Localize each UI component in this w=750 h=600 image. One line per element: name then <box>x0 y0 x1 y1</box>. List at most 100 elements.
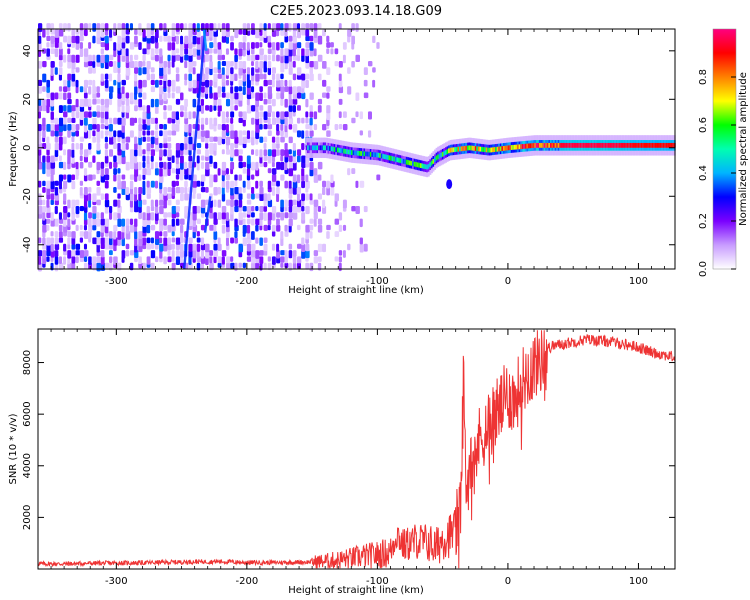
spectrogram-cell <box>246 86 251 95</box>
spectrogram-ridge-core <box>612 142 615 148</box>
snr-y-axis-label: SNR (10 * v/v) <box>8 413 19 484</box>
spectrogram-cell <box>288 136 293 144</box>
spectrogram-cell <box>104 193 109 201</box>
spectrogram-cell <box>96 130 101 139</box>
spectrogram-cell <box>205 149 209 157</box>
spectrogram-cell <box>338 262 342 272</box>
spectrogram-cell <box>213 73 218 82</box>
spectrogram-ridge-core <box>521 144 524 149</box>
spectrogram-cell <box>163 256 167 265</box>
spectrogram-cell <box>154 256 159 263</box>
spectrogram-cell <box>317 193 322 200</box>
spectrogram-cell <box>121 155 126 165</box>
spectrogram-cell <box>154 180 159 189</box>
spectrogram-cell <box>50 243 54 252</box>
spectrogram-cell <box>280 61 284 70</box>
spectrogram-cell <box>205 168 210 177</box>
spectrogram-ridge-core <box>596 142 599 148</box>
spectrogram-cell <box>267 98 272 105</box>
spectrogram-cell <box>271 205 277 214</box>
spectrogram-cell <box>142 149 146 155</box>
spectrogram-ridge-core <box>659 142 662 148</box>
spectrogram-cell <box>267 149 272 157</box>
spectrogram-cell <box>163 142 168 149</box>
spectrogram-ridge-core <box>665 142 668 148</box>
spectrogram-cell <box>75 29 80 35</box>
spectrogram-cell <box>75 168 80 177</box>
spectrogram-cell <box>313 218 317 227</box>
spectrogram-cell <box>92 130 96 137</box>
spectrogram-cell <box>117 35 122 45</box>
spectrogram-cell <box>259 149 263 158</box>
spectrogram-ridge-core <box>327 145 330 151</box>
spectrogram-cell <box>54 136 59 143</box>
spectrogram-cell <box>192 61 197 67</box>
spectrogram-cell <box>129 199 134 208</box>
spectrogram-cell <box>334 61 339 67</box>
spectrogram-cell <box>159 168 163 177</box>
spectrogram-cell <box>296 42 302 49</box>
spectrogram-cell <box>338 212 343 221</box>
spectrogram-cell <box>355 111 359 118</box>
spectrogram-ridge-core <box>390 155 393 161</box>
snr-y-tick-label: 4000 <box>22 453 33 478</box>
spectrogram-cell <box>175 98 181 105</box>
spectrogram-ridge-core <box>429 162 432 168</box>
spectrogram-cell <box>63 180 68 190</box>
spectrogram-ridge-core <box>481 146 484 152</box>
spectrogram-cell <box>192 250 197 259</box>
spectrogram-cell <box>255 29 260 39</box>
spectrogram-cell <box>142 161 146 168</box>
spectrogram-cell <box>188 237 193 244</box>
spectrogram-cell <box>188 256 192 265</box>
spectrogram-ridge-core <box>316 145 319 151</box>
spectrogram-cell <box>271 187 276 196</box>
spectrogram-cell <box>104 23 109 32</box>
spectrogram-cell <box>113 61 117 69</box>
spectrogram-cell <box>209 105 213 112</box>
spectrogram-cell <box>46 35 51 42</box>
spectrogram-ridge-core <box>664 142 667 148</box>
spectrogram-ridge-core <box>426 164 429 170</box>
spectrogram-cell <box>292 42 298 50</box>
spectrogram-cell <box>38 136 42 145</box>
spectrogram-cell <box>296 23 301 30</box>
spectrogram-cell <box>104 61 109 70</box>
spectrogram-cell <box>113 130 117 138</box>
spectrogram-ridge-core <box>307 145 310 151</box>
spectrogram-cell <box>46 237 51 246</box>
spectrogram-cell <box>83 193 88 202</box>
spectrogram-cell <box>150 149 156 157</box>
spectrogram-cell <box>234 98 239 105</box>
spectrogram-cell <box>104 35 109 44</box>
spectrogram-ridge-core <box>441 151 444 157</box>
spectrogram-cell <box>129 42 135 50</box>
spectrogram-cell <box>259 187 264 195</box>
spectrogram-cell <box>288 23 292 32</box>
spectrogram-cell <box>292 86 297 95</box>
spectrogram-cell <box>154 124 159 130</box>
spectrogram-cell <box>238 174 242 181</box>
spectrogram-cell <box>192 111 196 119</box>
spectrogram-cell <box>38 155 42 164</box>
spectrogram-cell <box>209 79 213 87</box>
colorbar-tick-label: 0.0 <box>698 261 709 277</box>
spectrogram-cell <box>63 218 67 227</box>
spectrogram-cell <box>50 174 54 182</box>
spectrogram-cell <box>138 124 143 132</box>
spectrogram-cell <box>305 35 310 42</box>
spectrogram-cell <box>363 205 368 213</box>
spectrogram-cell <box>225 124 229 133</box>
spectrogram-cell <box>225 231 230 238</box>
spectrogram-cell <box>142 262 146 271</box>
spectrogram-cell <box>196 54 201 60</box>
spectrogram-cell <box>263 124 268 130</box>
spectrogram-cell <box>104 136 108 143</box>
spectrogram-cell <box>209 256 213 264</box>
spectrogram-cell <box>192 180 198 188</box>
spectrogram-cell <box>100 54 106 64</box>
spectrogram-cell <box>67 212 71 218</box>
spectrogram-cell <box>104 168 109 175</box>
spectrogram-cell <box>234 48 238 55</box>
spectrogram-cell <box>58 136 63 146</box>
